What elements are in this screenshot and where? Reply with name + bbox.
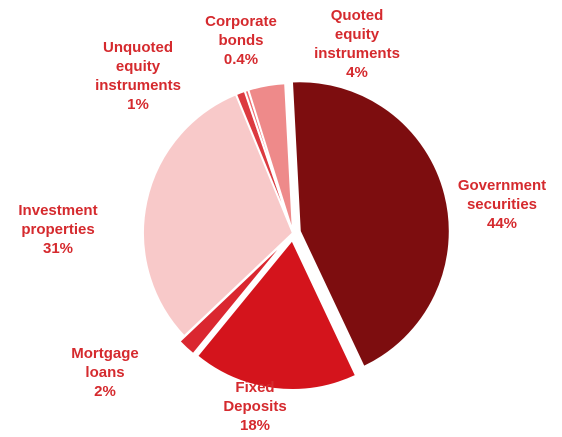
pie-slice-0 <box>290 80 451 368</box>
pie-label-1: Fixed Deposits 18% <box>223 379 286 434</box>
pie-value-label: 0.4% <box>224 51 258 68</box>
pie-category-label: Mortgage <box>71 345 139 362</box>
pie-label-2: Mortgage loans 2% <box>71 345 139 400</box>
pie-value-label: 1% <box>127 96 149 113</box>
pie-value-label: 4% <box>346 64 368 81</box>
pie-category-label: Deposits <box>223 398 286 415</box>
pie-label-3: Investment properties 31% <box>18 202 97 257</box>
pie-value-label: 18% <box>240 417 270 434</box>
pie-category-label: bonds <box>219 32 264 49</box>
pie-category-label: Corporate <box>205 13 277 30</box>
pie-category-label: instruments <box>314 45 400 62</box>
pie-label-5: Corporate bonds 0.4% <box>205 13 277 68</box>
pie-slice-1 <box>196 238 358 391</box>
pie-value-label: 44% <box>487 215 517 232</box>
pie-slice-3 <box>142 93 294 338</box>
pie-category-label: Unquoted <box>103 39 173 56</box>
pie-category-label: instruments <box>95 77 181 94</box>
pie-category-label: loans <box>85 364 124 381</box>
pie-category-label: properties <box>21 221 94 238</box>
pie-category-label: Quoted <box>331 7 384 24</box>
pie-category-label: Fixed <box>235 379 274 396</box>
pie-labels: Government securities 44% Fixed Deposits 18% M… <box>18 7 546 434</box>
pie-category-label: Investment <box>18 202 97 219</box>
pie-slice-6 <box>247 82 294 234</box>
pie-category-label: securities <box>467 196 537 213</box>
pie-slice-2 <box>178 237 290 356</box>
pie-label-4: Unquoted equity instruments 1% <box>95 39 181 113</box>
pie-label-0: Government securities 44% <box>458 177 546 232</box>
pie-category-label: Government <box>458 177 546 194</box>
pie-category-label: equity <box>335 26 380 43</box>
pie-label-6: Quoted equity instruments 4% <box>314 7 400 81</box>
pie-value-label: 31% <box>43 240 73 257</box>
pie-value-label: 2% <box>94 383 116 400</box>
pie-slices <box>142 80 451 391</box>
pie-category-label: equity <box>116 58 161 75</box>
